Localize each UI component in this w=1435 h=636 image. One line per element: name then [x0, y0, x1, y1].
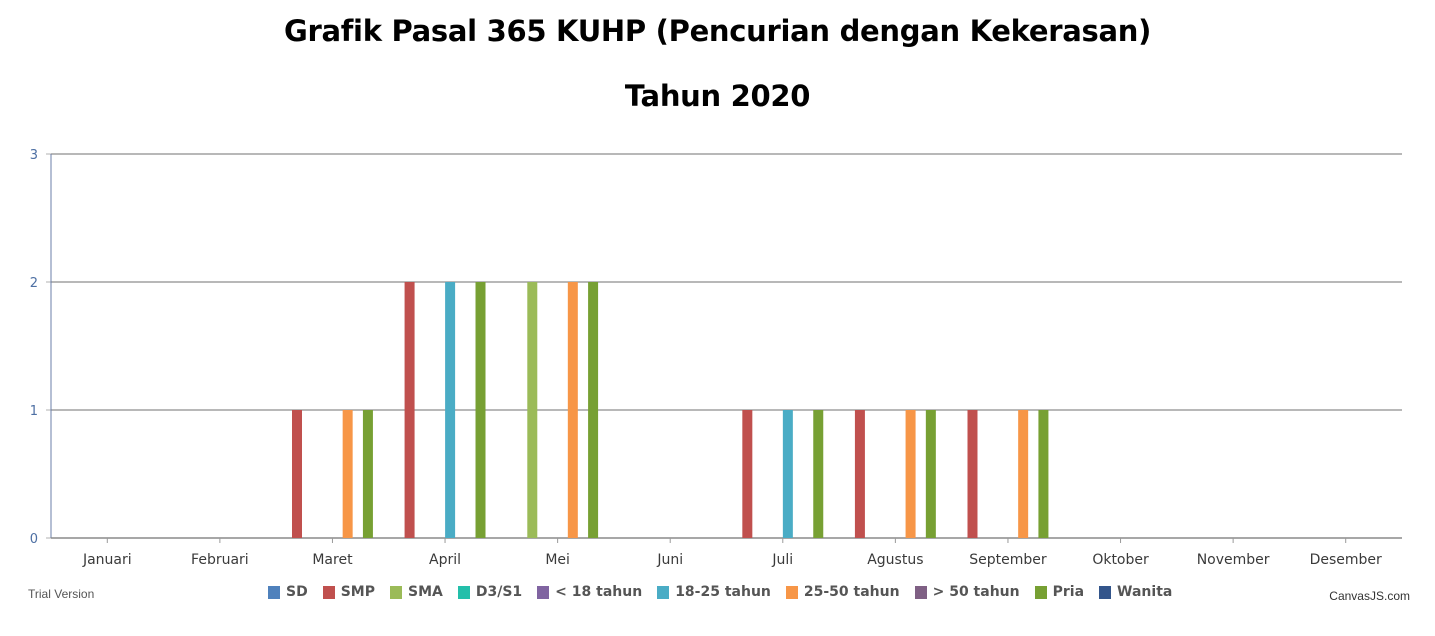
y-tick-label: 1 [30, 404, 38, 419]
legend-label: SD [286, 584, 308, 600]
bar[interactable] [588, 282, 599, 538]
x-category-label: November [1197, 552, 1270, 568]
bar[interactable] [742, 410, 753, 538]
legend-item[interactable]: SD [268, 584, 308, 600]
bar[interactable] [967, 410, 978, 538]
legend-item[interactable]: 25-50 tahun [785, 584, 900, 600]
bar[interactable] [813, 410, 824, 538]
bar[interactable] [342, 410, 353, 538]
legend-swatch [390, 585, 402, 599]
legend-item[interactable]: Wanita [1099, 584, 1172, 600]
bar[interactable] [291, 410, 302, 538]
legend-label: < 18 tahun [555, 584, 643, 600]
y-tick-label: 0 [30, 532, 38, 547]
bar[interactable] [782, 410, 793, 538]
x-category-label: Juni [656, 552, 683, 568]
legend-label: SMP [340, 584, 375, 600]
x-category-label: Januari [82, 552, 132, 568]
trial-version-label: Trial Version [28, 587, 95, 601]
legend-swatch [322, 585, 335, 599]
bar[interactable] [854, 410, 865, 538]
y-tick-label: 2 [30, 276, 38, 291]
x-category-label: Juli [771, 552, 793, 568]
legend-swatch [537, 585, 550, 599]
legend-item[interactable]: 18-25 tahun [657, 584, 771, 600]
bar[interactable] [362, 410, 373, 538]
bar[interactable] [527, 282, 538, 538]
legend-swatch [914, 585, 927, 599]
legend-label: 25-50 tahun [803, 584, 900, 600]
y-tick-label: 3 [30, 148, 38, 163]
legend-label: SMA [408, 584, 443, 600]
legend-swatch [657, 585, 670, 599]
x-category-label: Desember [1310, 552, 1382, 568]
x-category-label: Agustus [867, 552, 923, 568]
chart-title: Grafik Pasal 365 KUHP (Pencurian dengan … [283, 14, 1152, 48]
legend-item[interactable]: Pria [1034, 584, 1085, 600]
x-category-label: September [969, 552, 1047, 568]
bar[interactable] [475, 282, 486, 538]
legend-item[interactable]: D3/S1 [457, 584, 523, 600]
legend-label: Wanita [1117, 584, 1173, 600]
bar[interactable] [905, 410, 916, 538]
bar[interactable] [445, 282, 456, 538]
x-category-label: Februari [191, 552, 249, 568]
x-category-label: April [429, 552, 461, 568]
legend-swatch [268, 585, 280, 599]
legend-label: > 50 tahun [932, 584, 1020, 600]
x-category-label: Maret [312, 552, 353, 568]
chart-subtitle: Tahun 2020 [624, 79, 811, 113]
x-category-label: Oktober [1092, 552, 1149, 568]
bar[interactable] [567, 282, 578, 538]
legend-swatch [785, 585, 798, 599]
legend-swatch [1099, 585, 1112, 599]
legend-swatch [1034, 585, 1047, 599]
bar[interactable] [404, 282, 415, 538]
legend-item[interactable]: > 50 tahun [914, 584, 1020, 600]
legend-item[interactable]: SMP [322, 584, 375, 600]
legend-label: 18-25 tahun [675, 584, 771, 600]
legend-item[interactable]: SMA [390, 584, 443, 600]
bar[interactable] [1018, 410, 1029, 538]
x-category-label: Mei [545, 552, 570, 568]
bar[interactable] [925, 410, 936, 538]
legend-swatch [457, 585, 470, 599]
canvasjs-credit-link[interactable]: CanvasJS.com [1329, 589, 1410, 603]
legend-label: D3/S1 [475, 584, 523, 600]
legend-label: Pria [1052, 584, 1085, 600]
bar[interactable] [1038, 410, 1049, 538]
legend-item[interactable]: < 18 tahun [537, 584, 642, 600]
chart-legend: SD SMP SMA D3/S1 < 18 tahun 18-25 tahun 25-50 … [268, 584, 1187, 600]
